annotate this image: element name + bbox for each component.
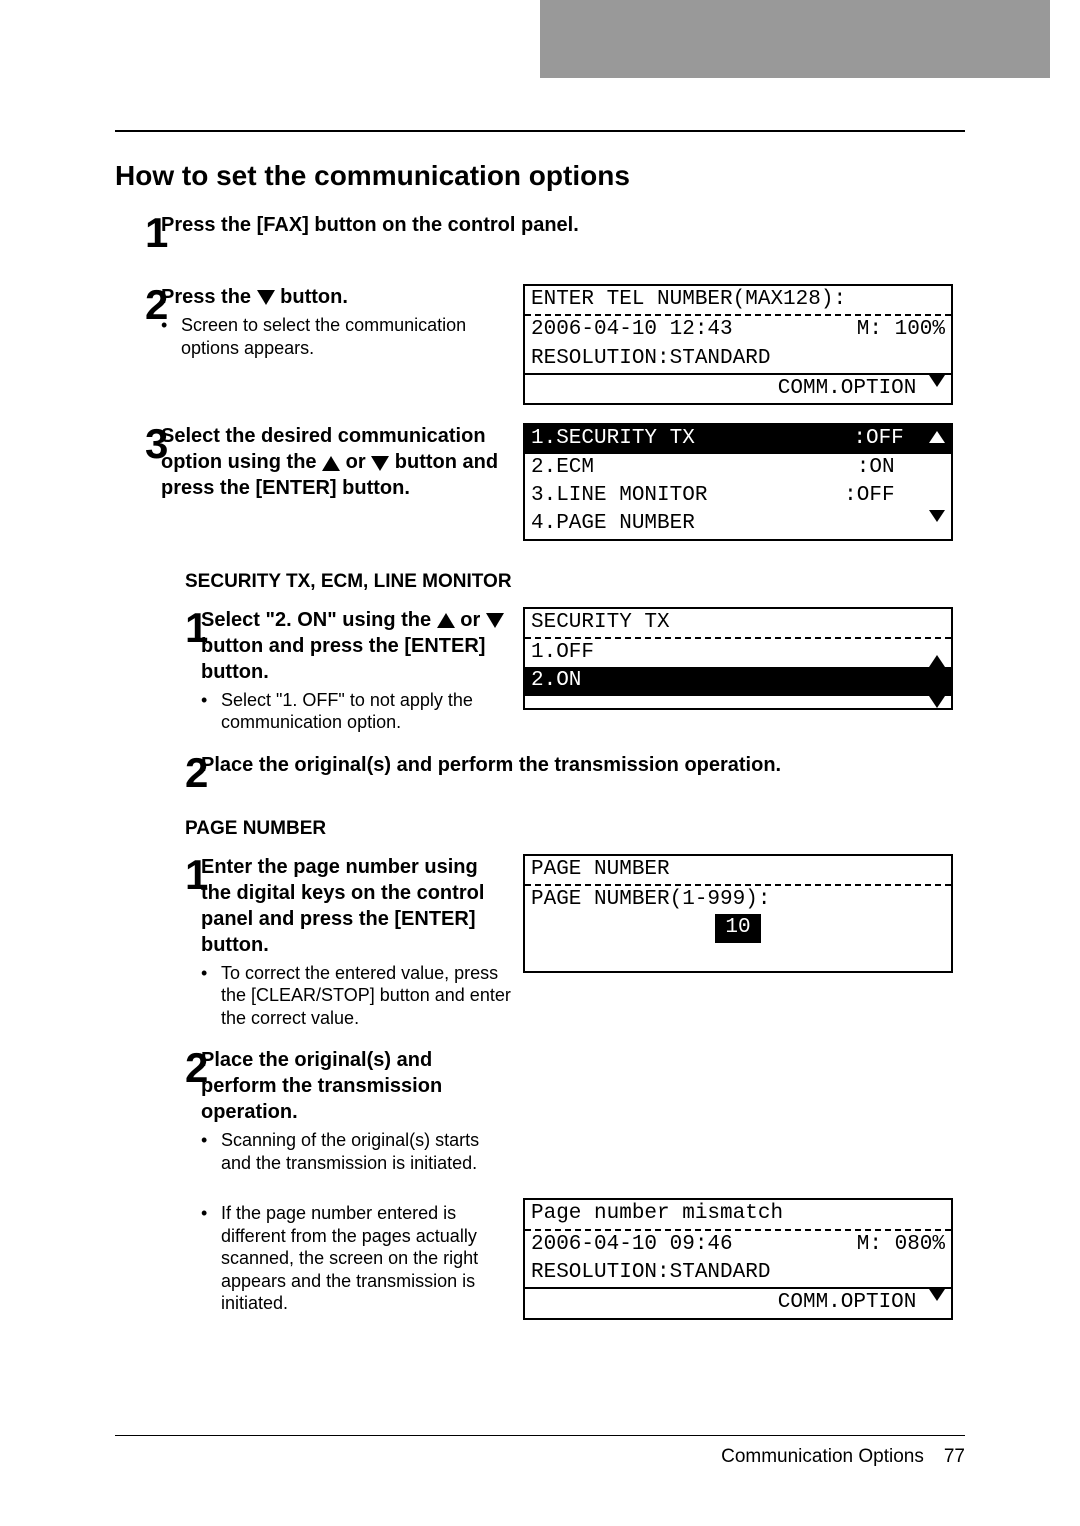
bullet-dot: • [201,1202,221,1315]
step-text: Select the desired communication option … [161,423,511,501]
lcd-line: SECURITY TX [531,609,670,637]
bullet-dot: • [161,314,181,359]
text-part: button and press the [ENTER] button. [201,635,485,683]
lcd-screen: ENTER TEL NUMBER(MAX128): 2006-04-10 12:… [523,284,953,405]
step-3: 3 Select the desired communication optio… [115,423,965,540]
sec2-step-1: 1 Enter the page number using the digita… [155,854,965,1030]
step-text: Enter the page number using the digital … [201,854,511,958]
step-text: Place the original(s) and perform the tr… [201,1047,511,1125]
footer-label: Communication Options [721,1446,924,1468]
bullet-text: Scanning of the original(s) starts and t… [221,1129,511,1174]
up-arrow-icon [322,456,340,471]
down-arrow-icon [371,456,389,471]
text-part: or [340,451,371,473]
lcd-line: COMM.OPTION [778,375,917,403]
step-number: 1 [115,212,151,254]
text-part: Press the [161,286,257,308]
bullet-dot: • [201,689,221,734]
down-arrow-icon [929,510,945,538]
text-part: Select "2. ON" using the [201,609,437,631]
lcd-line: :OFF [844,484,894,507]
step-number: 2 [155,752,191,794]
lcd-line: 4.PAGE NUMBER [531,510,695,538]
bullet-text: If the page number entered is different … [221,1202,511,1315]
lcd-screen: 1.SECURITY TX :OFF 2.ECM :ON 3.LINE MONITO… [523,423,953,540]
step-number: 1 [155,854,191,896]
bullet: • To correct the entered value, press th… [201,962,511,1030]
step-number: 3 [115,423,151,465]
lcd-value: 10 [715,914,760,942]
page-heading: How to set the communication options [115,160,965,192]
text-part: or [455,609,486,631]
step-number: 2 [155,1047,191,1089]
down-arrow-icon [929,375,945,403]
lcd-line: :ON [857,456,895,479]
lcd-line: ENTER TEL NUMBER(MAX128): [531,286,846,314]
step-text: Press the button. [161,284,511,310]
bullet-dot: • [201,962,221,1030]
footer: Communication Options 77 [115,1435,965,1468]
lcd-line: 3.LINE MONITOR [531,482,707,510]
step-number: 2 [115,284,151,326]
lcd-line: Page number mismatch [531,1200,783,1228]
down-arrow-icon [486,613,504,628]
lcd-screen: PAGE NUMBER PAGE NUMBER(1-999): 10 [523,854,953,973]
rule [115,130,965,132]
lcd-line: M: 080% [857,1231,945,1259]
lcd-line: :OFF [853,427,903,450]
down-arrow-icon [929,1289,945,1317]
lcd-line: 2006-04-10 09:46 [531,1231,733,1259]
text-part: button. [275,286,348,308]
section-heading: PAGE NUMBER [185,818,965,840]
step-text: Press the [FAX] button on the control pa… [161,212,901,238]
lcd-line: M: 100% [857,316,945,344]
down-arrow-icon [257,290,275,305]
up-arrow-icon [929,431,945,443]
bullet: • If the page number entered is differen… [201,1202,511,1315]
lcd-line: 1.SECURITY TX [531,425,695,453]
lcd-line: RESOLUTION:STANDARD [531,1259,770,1287]
step-text: Place the original(s) and perform the tr… [201,752,941,778]
up-arrow-icon [929,639,945,667]
up-arrow-icon [437,613,455,628]
lcd-line: RESOLUTION:STANDARD [531,345,770,373]
lcd-line: PAGE NUMBER(1-999): [531,886,770,914]
step-number: 1 [155,607,191,649]
sec2-step-2: 2 Place the original(s) and perform the … [155,1047,965,1319]
step-2: 2 Press the button. • Screen to select t… [115,284,965,405]
bullet-text: Screen to select the communication optio… [181,314,511,359]
lcd-line: 2.ON [531,667,581,695]
lcd-line: 2006-04-10 12:43 [531,316,733,344]
step-1: 1 Press the [FAX] button on the control … [115,212,965,254]
lcd-screen: Page number mismatch 2006-04-10 09:46 M: … [523,1198,953,1319]
bullet: • Select "1. OFF" to not apply the commu… [201,689,511,734]
footer-rule [115,1435,965,1436]
sec1-step-1: 1 Select "2. ON" using the or button and… [155,607,965,734]
header-tab [540,0,1050,78]
down-arrow-icon [929,696,945,708]
page-content: How to set the communication options 1 P… [115,130,965,1338]
bullet: • Scanning of the original(s) starts and… [201,1129,511,1174]
lcd-screen: SECURITY TX 1.OFF 2.ON [523,607,953,710]
lcd-line: 1.OFF [531,639,594,667]
bullet-text: Select "1. OFF" to not apply the communi… [221,689,511,734]
step-text: Select "2. ON" using the or button and p… [201,607,511,685]
sec1-step-2: 2 Place the original(s) and perform the … [155,752,965,794]
bullet-text: To correct the entered value, press the … [221,962,511,1030]
lcd-line: 2.ECM [531,454,594,482]
lcd-line: COMM.OPTION [778,1289,917,1317]
lcd-line: PAGE NUMBER [531,856,670,884]
bullet-dot: • [201,1129,221,1174]
section-heading: SECURITY TX, ECM, LINE MONITOR [185,571,965,593]
bullet: • Screen to select the communication opt… [161,314,511,359]
page-number: 77 [944,1446,965,1468]
